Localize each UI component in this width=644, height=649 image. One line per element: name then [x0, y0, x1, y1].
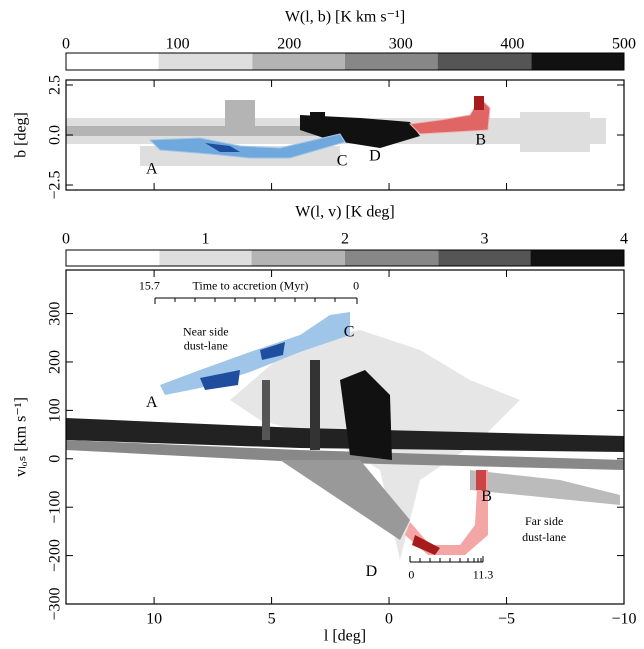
y-axis-label: vₗₒₛ [km s⁻¹]	[13, 397, 30, 477]
colorbar-segment	[530, 250, 624, 266]
annotation: B	[481, 488, 492, 505]
annotation: A	[146, 394, 158, 411]
colorbar-tick-label: 100	[166, 36, 190, 53]
colorbar-segment	[437, 53, 532, 70]
colorbar-segment	[252, 53, 345, 70]
y-tick-label: 0.0	[47, 125, 64, 145]
scale-bars	[154, 297, 484, 563]
colorbar-segment	[345, 53, 438, 70]
x-axis-label: l [deg]	[324, 628, 366, 645]
colorbar-frame	[65, 249, 625, 267]
y-tick-label: 300	[47, 302, 64, 326]
y-tick-label: −300	[47, 587, 64, 620]
annotation: Time to accretion (Myr)	[192, 279, 308, 293]
colorbar-segment	[158, 53, 253, 70]
annotation: A	[146, 161, 158, 178]
colorbar-segment	[66, 250, 160, 266]
annotation: B	[475, 132, 486, 149]
colorbar-segment	[66, 53, 159, 70]
annotation: Far side	[525, 514, 563, 528]
y-tick-label: −200	[47, 539, 64, 572]
colorbar-frame	[65, 52, 625, 71]
x-tick-label: −10	[611, 611, 636, 628]
annotation: 0	[353, 279, 359, 293]
colorbar-label: W(l, v) [K deg]	[295, 204, 395, 221]
annotation: dust-lane	[522, 530, 566, 544]
x-tick-label: 5	[268, 611, 276, 628]
x-tick-label: 10	[146, 611, 162, 628]
colorbar-tick-label: 2	[341, 231, 349, 248]
annotation: Near side	[183, 325, 229, 339]
colorbar-label: W(l, b) [K km s⁻¹]	[285, 9, 405, 26]
annotation: 0	[408, 568, 414, 582]
colorbar-tick-label: 0	[62, 231, 70, 248]
annotation: C	[344, 324, 355, 341]
colorbar-tick-label: 400	[500, 36, 524, 53]
lv-map	[66, 312, 624, 560]
y-tick-label: −2.5	[47, 170, 64, 199]
y-axis-label: b [deg]	[13, 112, 30, 158]
x-tick-label: −5	[498, 611, 515, 628]
colorbar-tick-label: 500	[612, 36, 636, 53]
colorbar-segment	[438, 250, 531, 266]
colorbar-tick-label: 3	[481, 231, 489, 248]
colorbar-tick-label: 4	[620, 231, 628, 248]
y-tick-label: 200	[47, 350, 64, 374]
colorbar-tick-label: 200	[277, 36, 301, 53]
colorbar-segment	[531, 53, 624, 70]
annotation: dust-lane	[184, 339, 228, 353]
annotation: 15.7	[139, 279, 160, 293]
annotation: D	[369, 148, 381, 165]
colorbar-segment	[159, 250, 252, 266]
colorbar-segment	[345, 250, 439, 266]
annotation: 11.3	[473, 568, 494, 582]
annotation: D	[366, 563, 378, 580]
y-tick-label: 0	[47, 455, 64, 463]
colorbar-tick-label: 300	[389, 36, 413, 53]
y-tick-label: 100	[47, 398, 64, 422]
annotation: C	[337, 153, 348, 170]
y-tick-label: 2.5	[47, 75, 64, 95]
x-tick-label: 0	[385, 611, 393, 628]
colorbar-segment	[251, 250, 345, 266]
y-tick-label: −100	[47, 491, 64, 524]
plot-frame	[65, 269, 625, 605]
lb-map	[66, 96, 606, 166]
colorbar-tick-label: 0	[62, 36, 70, 53]
colorbar-tick-label: 1	[202, 231, 210, 248]
